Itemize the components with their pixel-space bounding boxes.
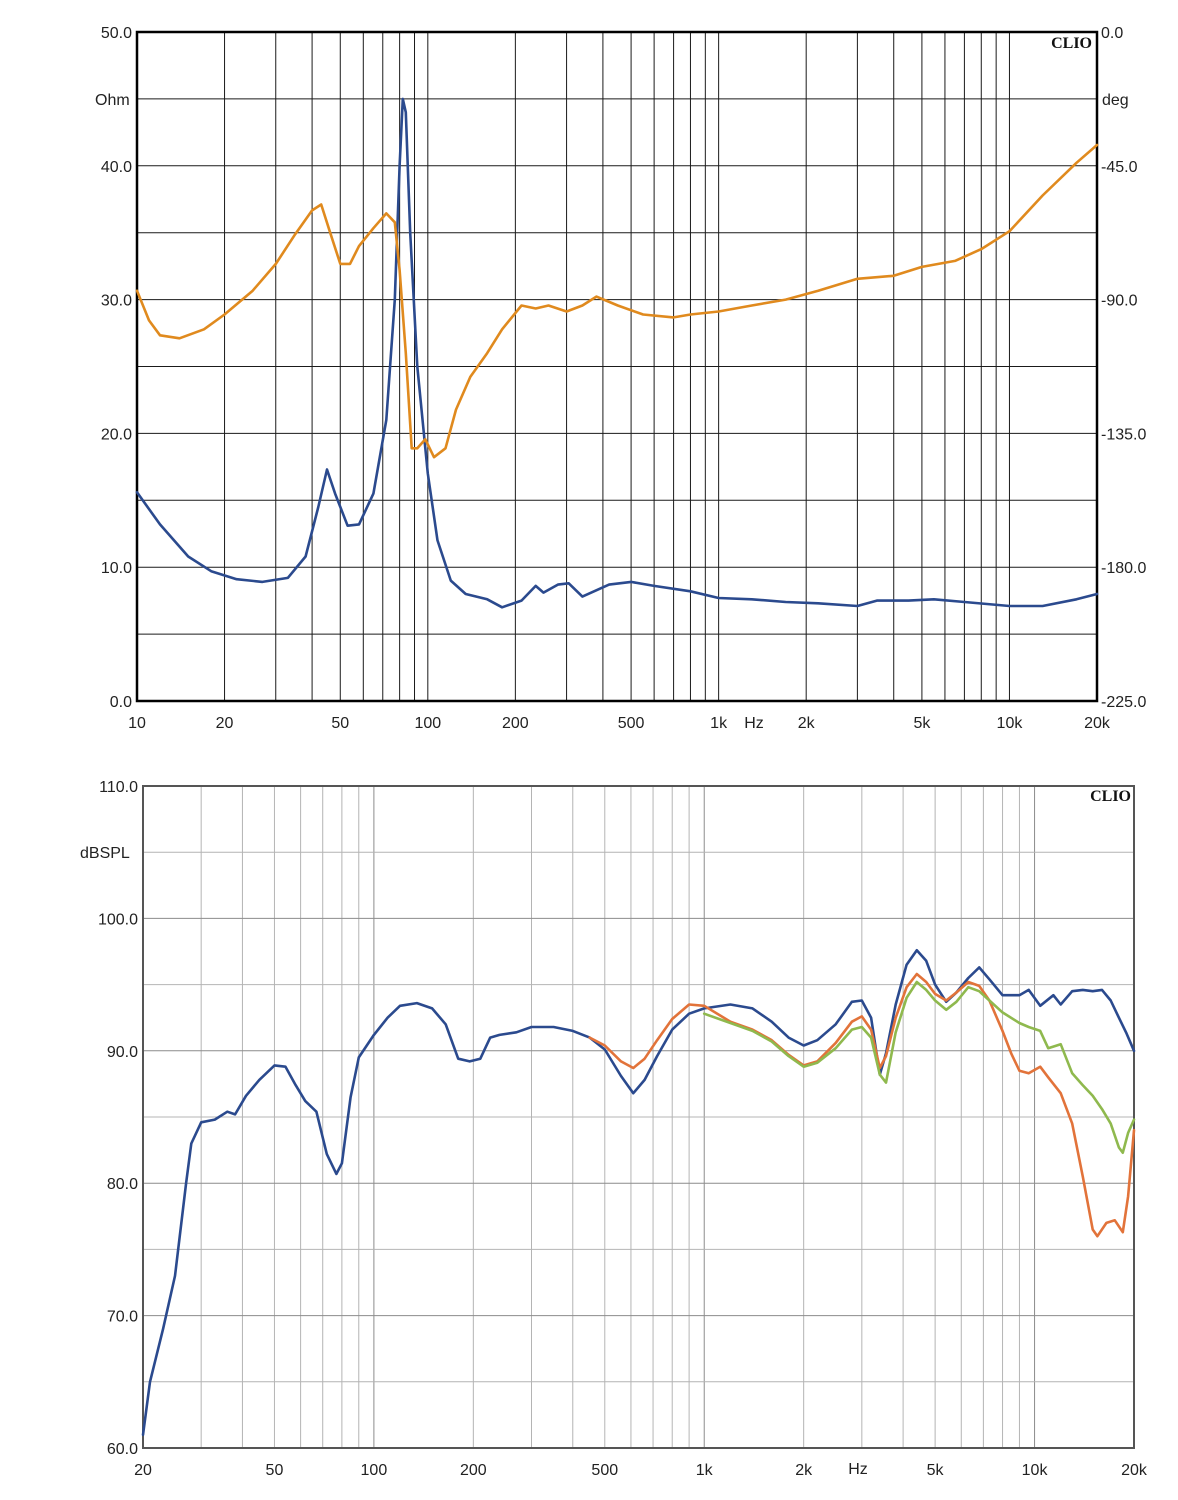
impedance-x-tick-label: 200 bbox=[502, 715, 529, 732]
impedance-tick-labels: 10 20 50 100 200 500 1k 2k 5k 10k 20k 0.0 10.0 20.0 30… bbox=[101, 25, 1147, 732]
impedance-x-tick-label: 50 bbox=[331, 715, 349, 732]
impedance-y-tick-label: 10.0 bbox=[101, 560, 132, 577]
impedance-y-tick-label: 30.0 bbox=[101, 293, 132, 310]
impedance-brand-label: CLIO bbox=[1051, 35, 1092, 52]
phase-y2-tick-label: -45.0 bbox=[1101, 159, 1138, 176]
impedance-chart: 10 20 50 100 200 500 1k 2k 5k 10k 20k 0.0 10.0 20.0 30… bbox=[95, 25, 1146, 732]
spl-xunit: Hz bbox=[848, 1461, 868, 1478]
spl-y-tick-label: 90.0 bbox=[107, 1044, 138, 1061]
spl-tick-labels: 20 50 100 200 500 1k 2k 5k 10k 20k 60.0 70.0 80.0 90.… bbox=[98, 779, 1148, 1479]
impedance-ylabel: Ohm bbox=[95, 92, 130, 109]
spl-ylabel: dBSPL bbox=[80, 845, 130, 862]
impedance-y-tick-label: 50.0 bbox=[101, 25, 132, 42]
spl-series bbox=[141, 948, 1136, 1437]
spl-plot-frame bbox=[142, 785, 1135, 1449]
impedance-xunit: Hz bbox=[744, 715, 764, 732]
impedance-grid bbox=[135, 30, 1099, 703]
spl-curve-1 bbox=[141, 948, 1136, 1437]
spl-x-tick-label: 20 bbox=[134, 1462, 152, 1479]
phase-y2-tick-label: -225.0 bbox=[1101, 694, 1146, 711]
impedance-x-tick-label: 10 bbox=[128, 715, 146, 732]
spl-x-tick-label: 20k bbox=[1121, 1462, 1148, 1479]
spl-curve-2 bbox=[588, 972, 1136, 1238]
impedance-y-tick-label: 40.0 bbox=[101, 159, 132, 176]
phase-y2-tick-label: -90.0 bbox=[1101, 293, 1138, 310]
spl-x-tick-label: 1k bbox=[696, 1462, 714, 1479]
impedance-x-tick-label: 10k bbox=[997, 715, 1024, 732]
impedance-x-tick-label: 2k bbox=[798, 715, 816, 732]
spl-x-tick-label: 200 bbox=[460, 1462, 487, 1479]
impedance-y-tick-label: 20.0 bbox=[101, 426, 132, 443]
spl-y-tick-label: 70.0 bbox=[107, 1309, 138, 1326]
spl-grid bbox=[142, 785, 1135, 1449]
impedance-curve bbox=[135, 97, 1099, 609]
impedance-x-tick-label: 1k bbox=[710, 715, 728, 732]
spl-x-tick-label: 100 bbox=[361, 1462, 388, 1479]
phase-y2-tick-label: -135.0 bbox=[1101, 426, 1146, 443]
spl-y-tick-label: 80.0 bbox=[107, 1176, 138, 1193]
spl-curve-3 bbox=[702, 980, 1136, 1154]
impedance-x-tick-label: 20 bbox=[216, 715, 234, 732]
spl-x-tick-label: 5k bbox=[927, 1462, 945, 1479]
phase-y2label: deg bbox=[1102, 92, 1129, 109]
phase-curve bbox=[135, 143, 1099, 459]
impedance-x-tick-label: 20k bbox=[1084, 715, 1111, 732]
spl-y-tick-label: 60.0 bbox=[107, 1441, 138, 1458]
spl-chart: 20 50 100 200 500 1k 2k 5k 10k 20k 60.0 70.0 80.0 90.… bbox=[80, 779, 1148, 1479]
phase-y2-tick-label: 0.0 bbox=[1101, 25, 1123, 42]
impedance-x-tick-label: 5k bbox=[913, 715, 931, 732]
phase-y2-tick-label: -180.0 bbox=[1101, 560, 1146, 577]
impedance-x-tick-label: 100 bbox=[414, 715, 441, 732]
spl-x-tick-label: 2k bbox=[795, 1462, 813, 1479]
impedance-plot-frame bbox=[135, 30, 1099, 703]
impedance-y-tick-label: 0.0 bbox=[110, 694, 132, 711]
spl-x-tick-label: 50 bbox=[266, 1462, 284, 1479]
spl-y-tick-label: 100.0 bbox=[98, 911, 138, 928]
impedance-series bbox=[135, 97, 1099, 609]
spl-brand-label: CLIO bbox=[1090, 788, 1131, 805]
spl-x-tick-label: 10k bbox=[1022, 1462, 1049, 1479]
spl-x-tick-label: 500 bbox=[591, 1462, 618, 1479]
impedance-x-tick-label: 500 bbox=[618, 715, 645, 732]
spl-y-tick-label: 110.0 bbox=[99, 779, 138, 796]
